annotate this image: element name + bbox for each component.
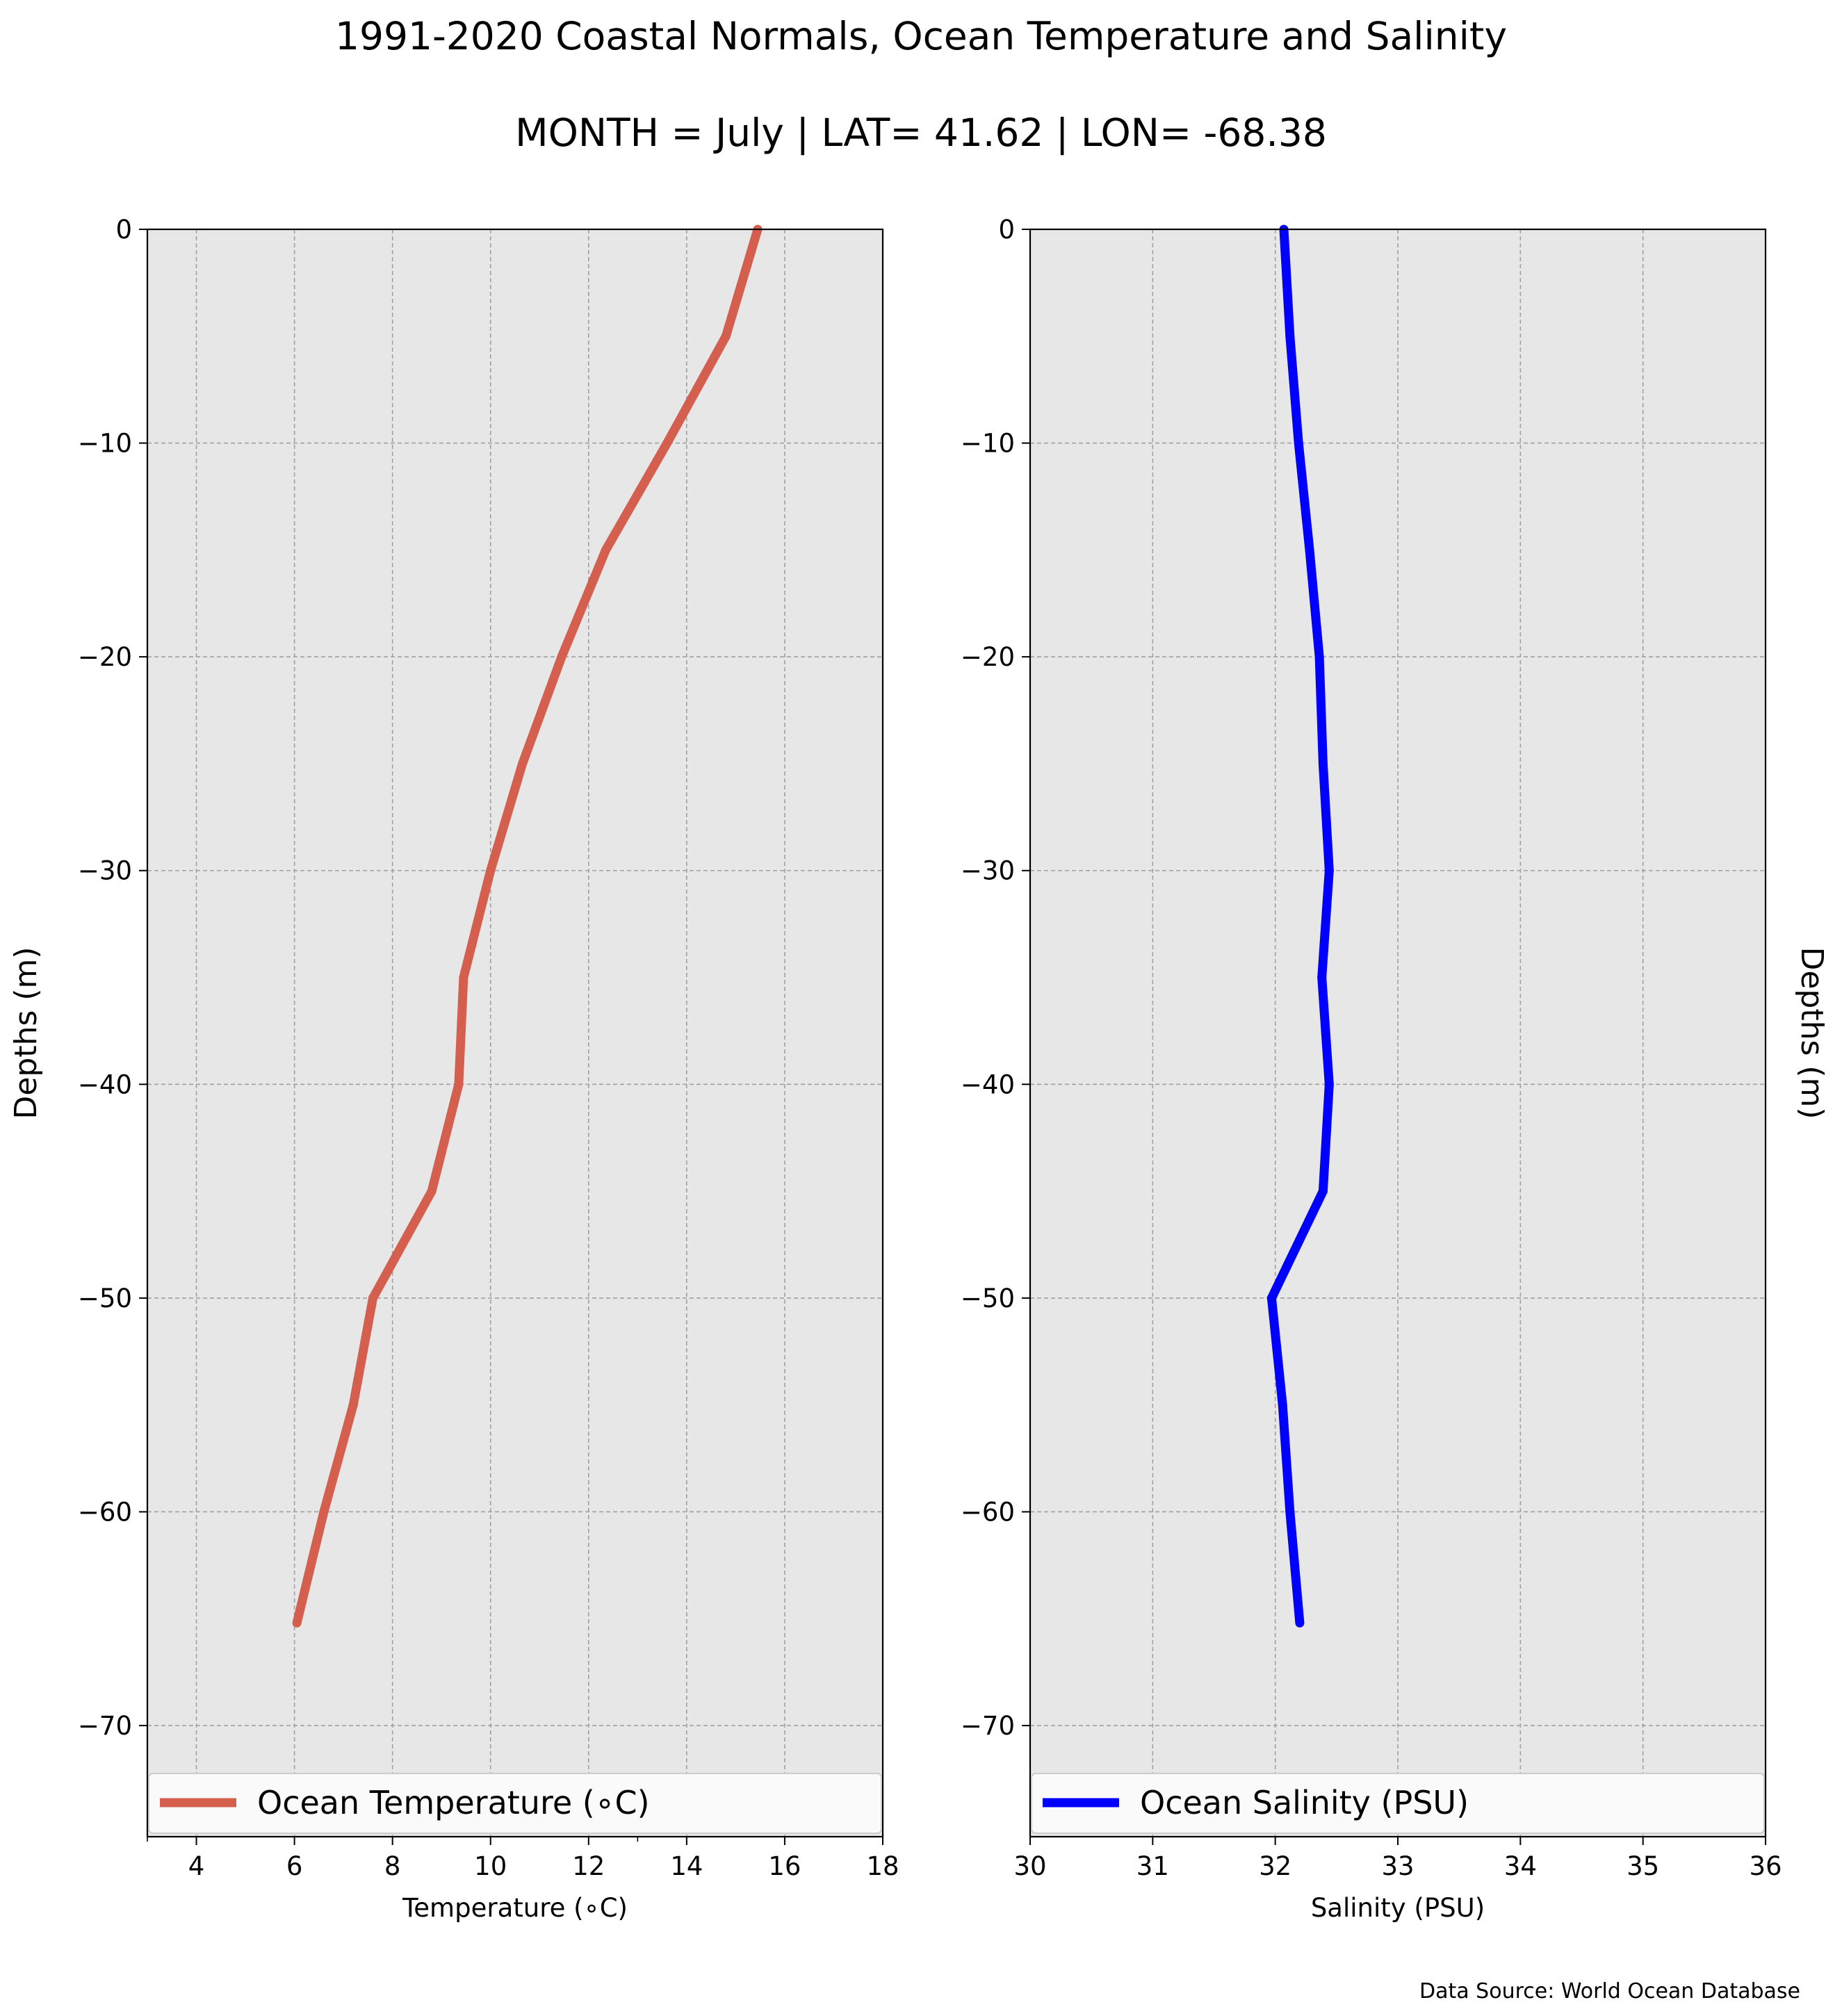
x-tick-label: 36 <box>1749 1851 1782 1881</box>
data-point <box>557 652 567 662</box>
y-tick-label: 0 <box>115 215 132 245</box>
salinity-panel: 30 31 32 33 34 35 36 0 −10 −20 −30 −40 −50 −60 −70 Ocea… <box>961 215 1829 1923</box>
figure-subtitle: MONTH = July | LAT= 41.62 | LON= -68.38 <box>515 110 1327 156</box>
x-tick-label: 16 <box>768 1851 801 1881</box>
y-axis-label: Depths (m) <box>8 946 44 1119</box>
data-point <box>427 1186 437 1196</box>
x-tick-label: 10 <box>474 1851 507 1881</box>
x-tick-label: 6 <box>286 1851 303 1881</box>
y-tick-label: −70 <box>961 1711 1015 1741</box>
data-source-note: Data Source: World Ocean Database <box>1419 1979 1800 2003</box>
y-tick-label: −40 <box>961 1070 1015 1099</box>
legend-label: Ocean Salinity (PSU) <box>1140 1784 1469 1821</box>
x-tick-label: 30 <box>1013 1851 1046 1881</box>
data-point <box>1324 866 1334 876</box>
x-tick-label: 8 <box>384 1851 401 1881</box>
y-tick-label: −10 <box>78 429 132 459</box>
temperature-panel: 4 6 8 10 12 14 16 18 0 −10 −20 −30 −40 −50 −60 −70 Ocean… <box>8 215 899 1923</box>
data-point <box>1294 439 1303 448</box>
axes-frame <box>1029 228 1767 1838</box>
y-axis-label: Depths (m) <box>1794 946 1829 1119</box>
series-line <box>292 228 763 1624</box>
data-point <box>1318 1186 1328 1196</box>
data-point <box>1318 759 1328 769</box>
data-point <box>1266 1293 1276 1303</box>
x-tick-label: 33 <box>1381 1851 1414 1881</box>
x-tick-label: 34 <box>1504 1851 1537 1881</box>
data-point <box>1324 1079 1334 1089</box>
figure-title: 1991-2020 Coastal Normals, Ocean Tempera… <box>335 14 1507 58</box>
series-line <box>1266 229 1334 1623</box>
y-tick-label: −60 <box>961 1497 1015 1527</box>
data-point <box>518 759 528 769</box>
x-tick-label: 14 <box>670 1851 703 1881</box>
y-tick-label: −30 <box>961 856 1015 886</box>
y-tick-label: −20 <box>78 642 132 672</box>
data-point <box>1295 1618 1305 1628</box>
data-point <box>292 1618 302 1628</box>
data-point <box>1285 331 1295 341</box>
data-point <box>459 973 468 982</box>
x-tick-label: 4 <box>188 1851 205 1881</box>
y-tick-label: −60 <box>78 1497 132 1527</box>
data-point <box>1278 1400 1287 1410</box>
axes-frame <box>146 228 884 1838</box>
x-tick-label: 35 <box>1627 1851 1659 1881</box>
y-tick-label: −10 <box>961 429 1015 459</box>
x-axis-label: Temperature (∘C) <box>402 1893 628 1923</box>
legend-box <box>148 1773 882 1834</box>
legend: Ocean Temperature (∘C) <box>148 1773 882 1834</box>
y-tick-label: −70 <box>78 1711 132 1741</box>
y-tick-label: −50 <box>961 1284 1015 1313</box>
data-point <box>1285 1507 1295 1516</box>
y-tick-label: 0 <box>998 215 1015 245</box>
data-point <box>486 866 496 876</box>
x-tick-label: 32 <box>1259 1851 1291 1881</box>
data-point <box>319 1507 329 1516</box>
y-tick-label: −30 <box>78 856 132 886</box>
plot-area <box>1030 229 1766 1837</box>
data-point <box>1317 973 1327 982</box>
data-point <box>368 1293 377 1303</box>
data-point <box>454 1079 464 1089</box>
legend-box <box>1031 1773 1765 1834</box>
legend: Ocean Salinity (PSU) <box>1031 1773 1765 1834</box>
x-tick-label: 31 <box>1136 1851 1169 1881</box>
x-tick-label: 18 <box>866 1851 899 1881</box>
data-point <box>601 545 610 555</box>
y-tick-label: −20 <box>961 642 1015 672</box>
data-point <box>662 439 672 448</box>
x-tick-label: 12 <box>572 1851 605 1881</box>
data-point <box>1314 652 1324 662</box>
data-point <box>1305 545 1314 555</box>
y-tick-label: −40 <box>78 1070 132 1099</box>
y-tick-label: −50 <box>78 1284 132 1313</box>
x-axis-label: Salinity (PSU) <box>1311 1893 1485 1923</box>
data-point <box>721 331 731 341</box>
legend-label: Ocean Temperature (∘C) <box>257 1784 650 1821</box>
data-point <box>348 1400 358 1410</box>
plot-area <box>147 229 883 1837</box>
